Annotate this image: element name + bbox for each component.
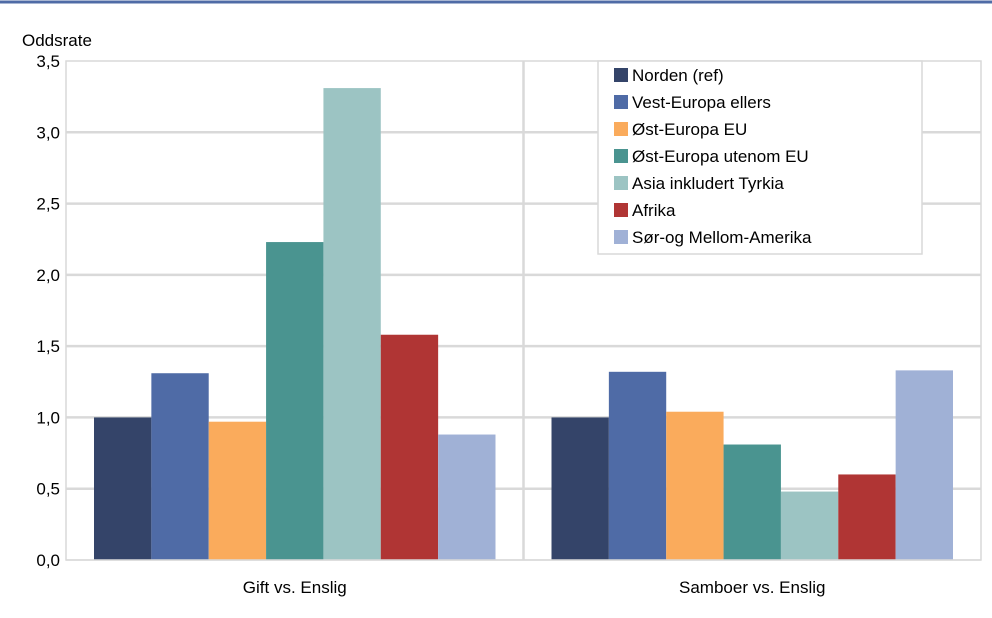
bar bbox=[380, 334, 439, 560]
legend-swatch bbox=[614, 230, 628, 244]
legend: Norden (ref) Vest-Europa ellers Øst-Europa… bbox=[597, 60, 923, 255]
bar bbox=[323, 88, 381, 561]
bar bbox=[780, 491, 839, 560]
bar bbox=[151, 373, 209, 560]
legend-swatch bbox=[614, 149, 628, 163]
legend-swatch bbox=[614, 176, 628, 190]
y-tick-labels: 0,0 0,5 1,0 1,5 2,0 2,5 3,0 3,5 bbox=[36, 52, 60, 570]
legend-label: Norden (ref) bbox=[632, 66, 724, 85]
legend-label: Sør-og Mellom-Amerika bbox=[632, 228, 812, 247]
bar bbox=[608, 371, 667, 560]
legend-label: Øst-Europa utenom EU bbox=[632, 147, 809, 166]
category-label: Gift vs. Enslig bbox=[243, 578, 347, 597]
legend-swatch bbox=[614, 68, 628, 82]
bar bbox=[266, 242, 324, 560]
bar bbox=[438, 434, 496, 560]
y-tick-label: 3,0 bbox=[36, 123, 60, 142]
y-tick-label: 0,0 bbox=[36, 551, 60, 570]
legend-label: Afrika bbox=[632, 201, 676, 220]
legend-box bbox=[597, 60, 923, 255]
y-tick-label: 1,0 bbox=[36, 408, 60, 427]
category-label: Samboer vs. Enslig bbox=[679, 578, 825, 597]
bar bbox=[551, 417, 609, 560]
legend-label: Vest-Europa ellers bbox=[632, 93, 771, 112]
bar bbox=[723, 444, 781, 560]
y-tick-label: 2,0 bbox=[36, 266, 60, 285]
legend-label: Øst-Europa EU bbox=[632, 120, 747, 139]
legend-label: Asia inkludert Tyrkia bbox=[632, 174, 784, 193]
category-labels: Gift vs. Enslig Samboer vs. Enslig bbox=[243, 578, 826, 597]
bar bbox=[838, 474, 896, 560]
legend-swatch bbox=[614, 203, 628, 217]
y-tick-label: 0,5 bbox=[36, 480, 60, 499]
bar bbox=[94, 417, 152, 560]
bars bbox=[66, 88, 981, 561]
legend-swatch bbox=[614, 95, 628, 109]
legend-swatch bbox=[614, 122, 628, 136]
y-tick-label: 3,5 bbox=[36, 52, 60, 71]
bar bbox=[895, 370, 953, 560]
y-tick-label: 2,5 bbox=[36, 195, 60, 214]
bar bbox=[666, 411, 724, 560]
y-tick-label: 1,5 bbox=[36, 337, 60, 356]
y-axis-label: Oddsrate bbox=[22, 31, 92, 50]
bar bbox=[208, 421, 267, 560]
